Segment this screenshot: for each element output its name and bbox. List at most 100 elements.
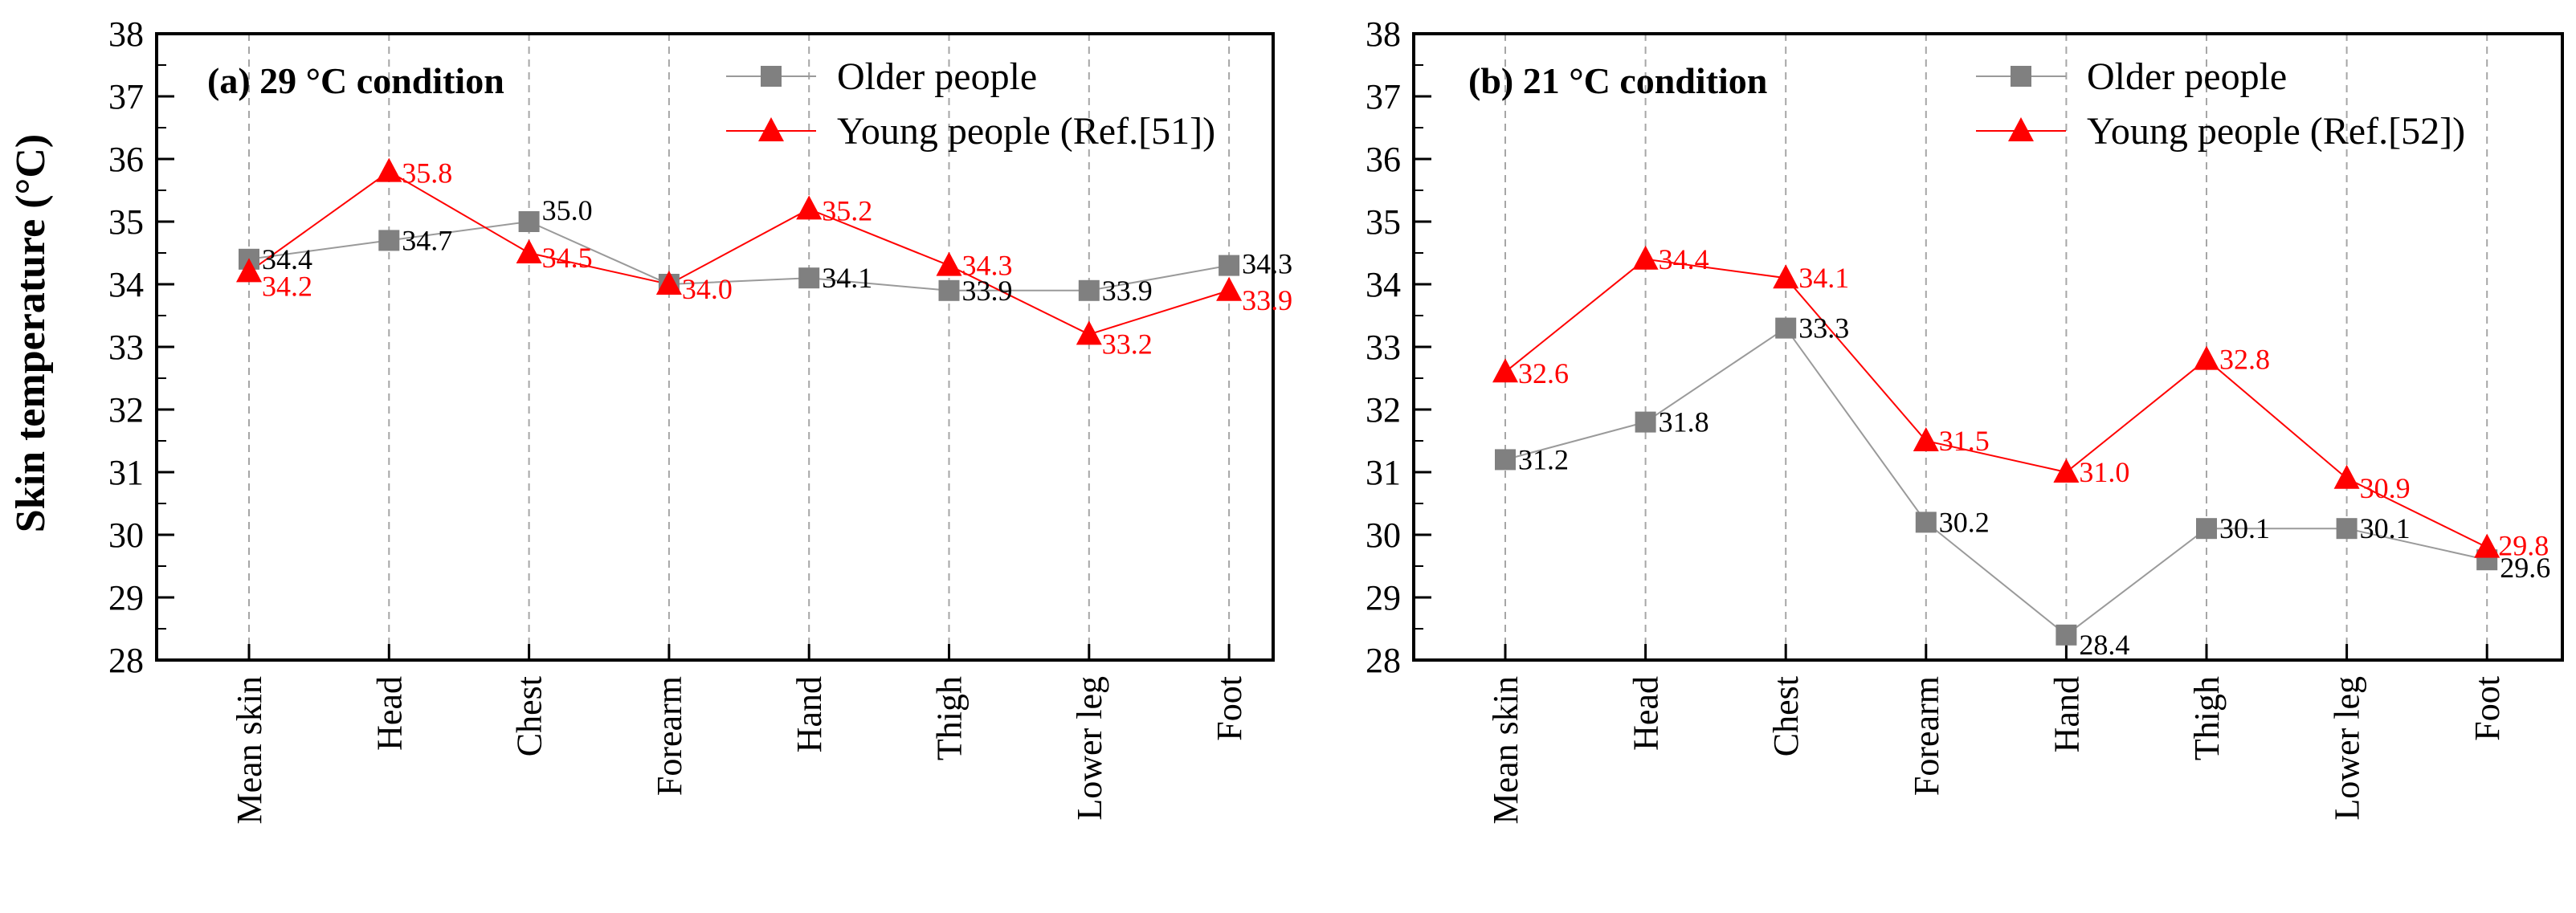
young-data-label: 34.2 [262, 270, 312, 302]
series-line-young [1504, 258, 2488, 548]
young-data-label: 35.8 [402, 157, 452, 190]
x-tick-label: Foot [1210, 676, 1249, 741]
older-data-label: 30.2 [1939, 506, 1990, 538]
y-tick-label: 37 [1366, 77, 1401, 116]
older-data-label: 29.6 [2500, 552, 2550, 584]
y-tick-label: 32 [108, 390, 144, 430]
x-tick-label: Forearm [1907, 676, 1946, 796]
older-data-label: 28.4 [2079, 629, 2129, 661]
y-tick-label: 35 [1366, 202, 1401, 242]
y-tick-label: 33 [108, 328, 144, 367]
young-point [1632, 245, 1659, 270]
x-tick-label: Chest [510, 676, 549, 756]
x-tick-label: Mean skin [230, 676, 269, 825]
young-point [1492, 358, 1518, 383]
young-data-label: 32.6 [1518, 357, 1569, 389]
older-point [1915, 512, 1937, 533]
older-point [378, 230, 400, 251]
y-tick-label: 33 [1366, 328, 1401, 367]
young-point [236, 258, 262, 283]
young-data-label: 34.3 [962, 250, 1013, 282]
older-point [2196, 518, 2217, 540]
x-tick-label: Hand [790, 676, 829, 752]
series-line-older [248, 220, 1230, 291]
y-tick-label: 36 [1366, 140, 1401, 179]
older-data-label: 31.2 [1518, 443, 1569, 475]
older-data-label: 30.1 [2219, 512, 2270, 544]
y-tick-label: 36 [108, 140, 144, 179]
x-tick-label: Foot [2468, 676, 2507, 741]
young-point [516, 239, 542, 263]
young-data-label: 30.9 [2360, 472, 2411, 504]
young-data-label: 34.5 [542, 242, 593, 274]
panel-b: 28 29 30 31 32 33 34 35 36 37 38 Mean skin Head Chest… [1366, 14, 2564, 825]
older-point [938, 279, 960, 301]
series-line-young [248, 170, 1230, 336]
x-tick-label: Lower leg [1070, 676, 1109, 821]
y-tick-label: 34 [108, 265, 144, 304]
y-tick-label: 37 [108, 77, 144, 116]
y-tick-label: 28 [108, 641, 144, 680]
older-data-label: 34.7 [402, 224, 452, 256]
older-point [518, 211, 540, 232]
older-data-label: 30.1 [2360, 512, 2411, 544]
young-data-label: 31.0 [2079, 456, 2129, 488]
young-point [2474, 533, 2500, 558]
y-tick-label: 30 [1366, 516, 1401, 555]
young-point [1913, 427, 1939, 451]
older-data-label: 33.9 [1102, 275, 1153, 307]
young-data-label: 34.1 [1798, 262, 1849, 294]
x-tick-label: Lower leg [2328, 676, 2367, 821]
x-tick-label: Hand [2047, 676, 2086, 752]
older-point [1219, 255, 1240, 276]
older-data-label: 33.9 [962, 275, 1013, 307]
older-data-label: 33.3 [1798, 312, 1849, 344]
young-data-label: 34.4 [1659, 243, 1709, 275]
older-point [1775, 317, 1797, 339]
young-data-label: 31.5 [1939, 425, 1990, 457]
y-tick-label: 30 [108, 516, 144, 555]
young-point [1216, 276, 1243, 301]
y-tick-label: 29 [1366, 578, 1401, 617]
series-line-older [1504, 327, 2488, 637]
young-point [796, 195, 823, 220]
y-tick-label: 34 [1366, 265, 1401, 304]
older-point [2055, 624, 2077, 646]
legend-entry: Young people (Ref.[51]) [837, 110, 1215, 153]
young-data-label: 29.8 [2498, 530, 2549, 562]
young-point [1773, 264, 1799, 289]
y-tick-label: 38 [108, 14, 144, 54]
older-point [798, 267, 820, 289]
panel-title: (a) 29 °C condition [207, 60, 504, 101]
y-tick-label: 35 [108, 202, 144, 242]
young-point [1076, 320, 1102, 345]
young-data-label: 32.8 [2219, 344, 2270, 376]
y-axis-label: Skin temperature (°C) [8, 134, 54, 532]
x-tick-label: Forearm [650, 676, 689, 796]
panel-a: 28 29 30 31 32 33 34 35 36 37 38 Mean skin Head Chest… [108, 14, 1292, 825]
older-data-label: 34.4 [262, 243, 312, 275]
older-point [1078, 279, 1100, 301]
older-data-label: 35.0 [542, 194, 593, 226]
y-tick-label: 38 [1366, 14, 1401, 54]
legend-marker-triangle [2008, 117, 2034, 141]
panel-title: (b) 21 °C condition [1468, 60, 1767, 101]
x-tick-label: Head [369, 676, 409, 751]
young-point [2053, 459, 2080, 483]
y-tick-label: 32 [1366, 390, 1401, 430]
y-tick-label: 29 [108, 578, 144, 617]
young-point [2194, 345, 2219, 370]
young-data-label: 35.2 [822, 194, 872, 226]
legend-marker-triangle [758, 117, 784, 141]
y-tick-label: 31 [108, 453, 144, 492]
older-point [1495, 449, 1516, 471]
young-data-label: 33.2 [1102, 328, 1153, 360]
x-tick-label: Thigh [2187, 676, 2227, 760]
legend-marker-square [761, 66, 782, 87]
young-point [936, 251, 962, 276]
older-data-label: 34.3 [1242, 248, 1292, 280]
older-point [1635, 411, 1656, 433]
legend-entry: Older people [2087, 55, 2287, 98]
older-data-label: 34.1 [822, 262, 872, 294]
older-data-label: 31.8 [1659, 406, 1709, 438]
